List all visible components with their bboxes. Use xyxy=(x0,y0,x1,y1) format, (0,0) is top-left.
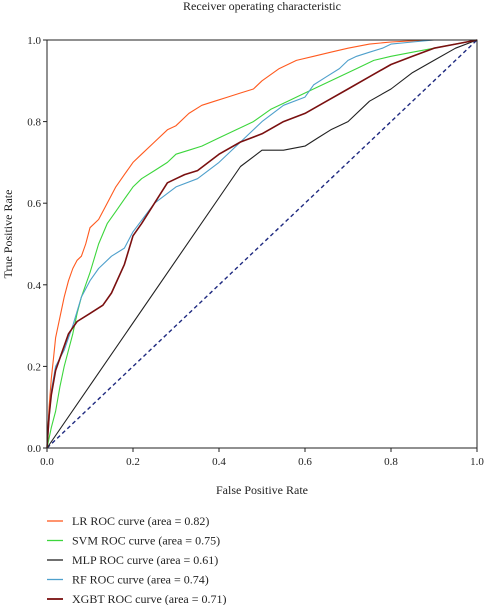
x-tick-label: 0.4 xyxy=(212,456,226,468)
plot-frame xyxy=(46,39,478,449)
y-tick-label: 0.4 xyxy=(27,280,41,292)
y-tick-label: 0.6 xyxy=(27,198,41,210)
y-axis-label: True Positive Rate xyxy=(1,190,15,279)
y-tick-label: 0.2 xyxy=(27,361,41,373)
y-tick-label: 0.8 xyxy=(27,117,41,129)
legend-label-2: MLP ROC curve (area = 0.61) xyxy=(72,553,218,567)
y-tick-label: 0.0 xyxy=(27,443,41,455)
series-line-0 xyxy=(46,39,477,449)
y-tick-label: 1.0 xyxy=(27,35,41,47)
diagonal-reference-line xyxy=(46,39,478,449)
x-tick-label: 0.2 xyxy=(126,456,140,468)
x-tick-label: 0.8 xyxy=(384,456,398,468)
chart-title: Receiver operating characteristic xyxy=(183,0,341,13)
axes: 0.0 0.2 0.4 0.6 0.8 1.0 0.0 0.2 0.4 0.6 0.8 1.0 xyxy=(27,35,484,468)
legend: LR ROC curve (area = 0.82) SVM ROC curve … xyxy=(47,514,227,605)
series-line-2 xyxy=(46,39,478,449)
plot-area xyxy=(46,39,478,449)
series-line-4 xyxy=(46,39,478,449)
legend-label-1: SVM ROC curve (area = 0.75) xyxy=(72,534,220,548)
legend-label-4: XGBT ROC curve (area = 0.71) xyxy=(72,592,227,605)
x-axis-label: False Positive Rate xyxy=(216,483,308,497)
legend-label-0: LR ROC curve (area = 0.82) xyxy=(72,514,209,528)
x-tick-label: 1.0 xyxy=(470,456,484,468)
x-tick-label: 0.0 xyxy=(40,456,54,468)
legend-label-3: RF ROC curve (area = 0.74) xyxy=(72,573,209,587)
x-tick-label: 0.6 xyxy=(298,456,312,468)
series-line-1 xyxy=(46,39,478,449)
